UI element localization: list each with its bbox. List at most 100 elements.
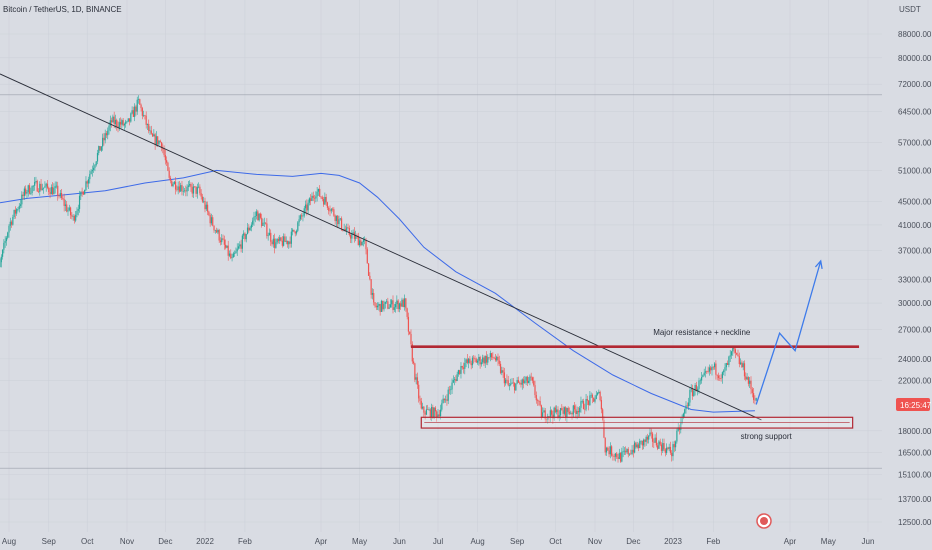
candle-down [588, 400, 590, 405]
x-axis: Aug Sep Oct Nov Dec 2022 Feb Apr May Jun Jul Aug Sep… [2, 537, 875, 546]
candle-up [268, 232, 271, 236]
candle-down [60, 193, 63, 199]
candle-up [430, 406, 433, 418]
candle-down [176, 189, 178, 191]
drawings-layer[interactable]: strong support Major resistance + necklin… [0, 73, 860, 441]
candle-up [295, 230, 298, 234]
candle-down [717, 375, 720, 379]
descending-trendline[interactable] [0, 73, 762, 421]
candle-down [738, 356, 740, 365]
candle-down [427, 409, 429, 410]
candle-up [118, 122, 120, 128]
candle-down [113, 116, 115, 125]
candle-up [100, 146, 102, 151]
candle-up [102, 137, 104, 147]
candle-up [30, 192, 32, 194]
candle-up [677, 427, 679, 431]
x-tick-label: Jun [862, 537, 875, 546]
candle-down [673, 444, 675, 448]
candle-up [112, 116, 114, 123]
candle-down [727, 363, 729, 365]
candle-down [691, 389, 694, 397]
candle-up [746, 377, 748, 380]
candle-down [720, 378, 722, 379]
candle-up [155, 136, 158, 145]
candle-up [4, 241, 6, 243]
candle-down [294, 231, 296, 234]
candle-up [688, 402, 690, 407]
candle-up [740, 362, 742, 365]
candle-down [274, 238, 276, 248]
candle-up [241, 235, 243, 249]
candle-down [462, 367, 465, 369]
y-tick-label: 37000.00 [898, 247, 932, 256]
candle-up [649, 432, 651, 436]
candle-up [41, 188, 43, 190]
candle-down [737, 354, 739, 357]
candle-down [62, 198, 64, 200]
tradingview-badge-icon[interactable] [756, 513, 772, 529]
y-tick-label: 13700.00 [898, 495, 932, 504]
candle-down [151, 133, 154, 137]
candle-down [671, 452, 673, 457]
x-tick-label: Oct [549, 537, 562, 546]
candle-up [590, 394, 592, 396]
candle-up [114, 119, 117, 125]
candle-down [561, 408, 563, 411]
candle-up [437, 414, 439, 418]
grid [0, 0, 882, 532]
candle-up [0, 256, 2, 263]
candle-up [232, 253, 234, 258]
candle-down [519, 382, 521, 384]
candle-up [609, 446, 611, 455]
projection-arrow[interactable] [755, 260, 822, 405]
candle-down [538, 400, 540, 402]
candle-down [411, 344, 413, 362]
candle-up [54, 186, 56, 189]
candle-down [540, 405, 542, 418]
candle-up [636, 444, 638, 448]
candle-up [203, 201, 205, 202]
candle-up [50, 187, 52, 195]
currency-label: USDT [899, 5, 921, 14]
resistance-annotation: Major resistance + neckline [653, 328, 751, 337]
candle-up [126, 121, 128, 123]
candle-up [640, 440, 642, 442]
candle-up [358, 240, 361, 246]
candle-up [243, 233, 245, 236]
candle-up [137, 99, 140, 100]
y-tick-label: 80000.00 [898, 54, 932, 63]
candle-up [543, 410, 545, 413]
candle-up [108, 125, 110, 131]
candle-down [657, 445, 659, 449]
candle-down [216, 230, 218, 233]
candle-up [45, 183, 47, 187]
candle-up [394, 304, 397, 308]
candle-up [391, 300, 393, 305]
candle-down [144, 115, 146, 116]
badge-dot-icon [760, 517, 768, 525]
candle-down [474, 358, 476, 360]
candle-up [471, 357, 474, 366]
candle-down [402, 299, 404, 307]
candle-up [684, 409, 686, 414]
y-tick-label: 30000.00 [898, 299, 932, 308]
candle-up [189, 184, 191, 186]
candle-up [529, 376, 531, 381]
candle-up [445, 399, 447, 401]
candle-down [733, 347, 735, 350]
candle-down [412, 361, 415, 364]
candle-up [496, 356, 498, 361]
candle-up [7, 232, 9, 238]
candle-up [279, 237, 281, 241]
candle-up [352, 232, 354, 234]
candle-down [423, 406, 425, 413]
y-tick-label: 64500.00 [898, 108, 932, 117]
candle-up [78, 195, 81, 209]
candle-down [37, 191, 40, 193]
candle-up [87, 179, 90, 184]
candle-up [172, 184, 174, 187]
candle-up [55, 185, 58, 187]
candle-down [493, 357, 495, 359]
